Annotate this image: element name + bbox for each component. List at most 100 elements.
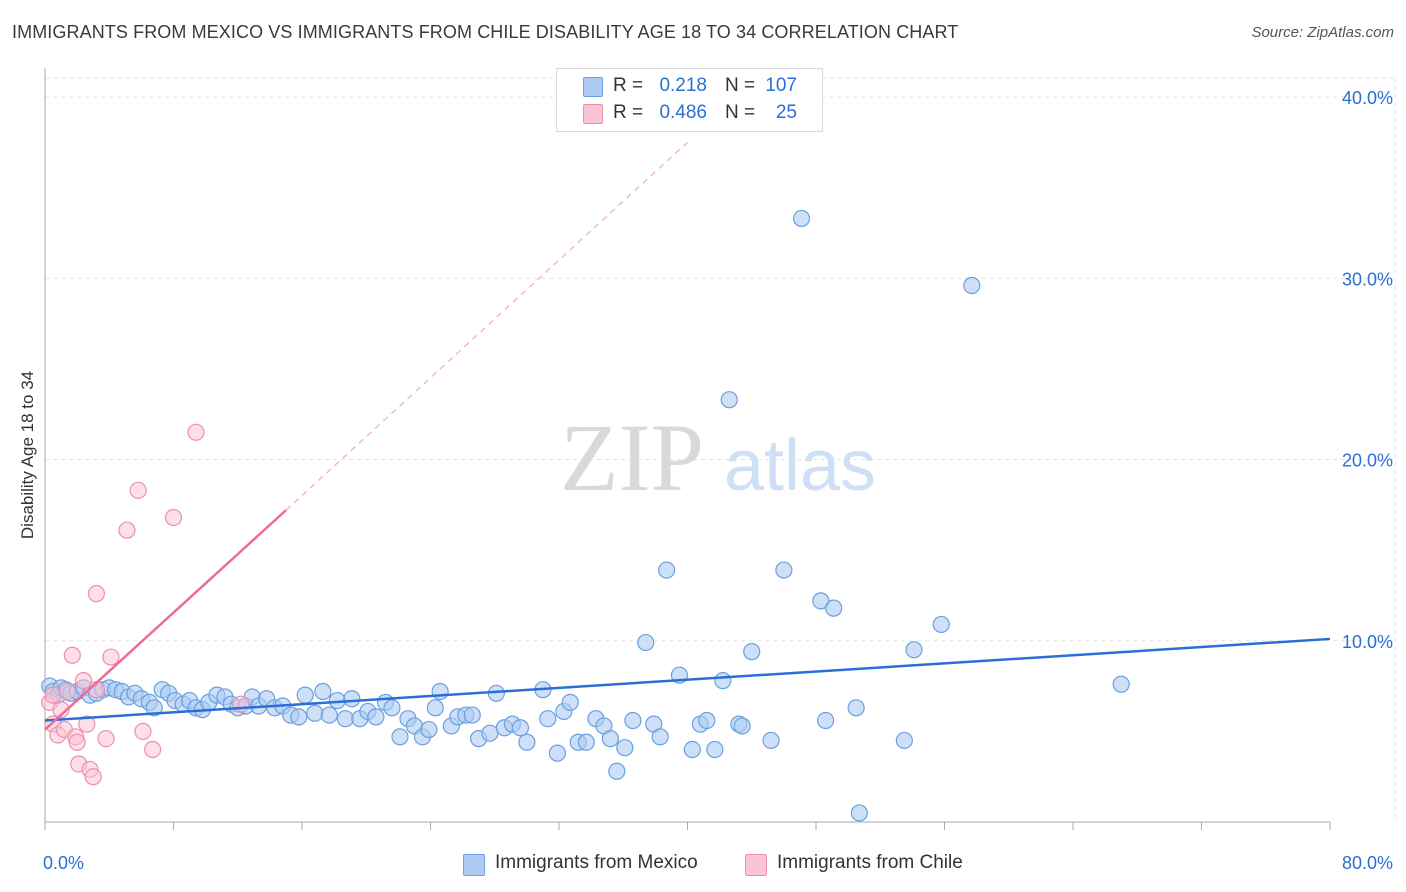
mexico-point bbox=[775, 561, 793, 579]
y-tick-label: 10.0% bbox=[1342, 632, 1393, 652]
mexico-point bbox=[548, 744, 566, 762]
mexico-point bbox=[539, 710, 557, 728]
mexico-point bbox=[651, 728, 669, 746]
source-label: Source: ZipAtlas.com bbox=[1251, 24, 1394, 41]
mexico-point bbox=[733, 717, 751, 735]
x-tick-label-min: 0.0% bbox=[43, 853, 84, 873]
mexico-point bbox=[481, 724, 499, 742]
mexico-point bbox=[637, 633, 655, 652]
legend-r-value: 0.486 bbox=[659, 102, 707, 123]
mexico-point bbox=[463, 706, 481, 724]
mexico-point bbox=[658, 561, 676, 579]
chile-point bbox=[232, 695, 250, 713]
mexico-point bbox=[608, 762, 626, 780]
mexico-point bbox=[624, 711, 642, 730]
legend-row-mexico: R = 0.218 N = 107 bbox=[557, 73, 822, 99]
mexico-point bbox=[905, 641, 923, 659]
chile-point bbox=[78, 715, 96, 733]
legend-n-label: N = bbox=[725, 102, 756, 123]
mexico-point bbox=[561, 693, 579, 711]
tick-labels: 10.0% 20.0% 30.0% 40.0% 0.0% 80.0% bbox=[43, 88, 1393, 873]
chile-point bbox=[44, 686, 62, 704]
mexico-point bbox=[511, 719, 530, 737]
x-tick-label-max: 80.0% bbox=[1342, 853, 1393, 873]
chile-point bbox=[187, 423, 205, 441]
mexico-point bbox=[817, 711, 835, 730]
mexico-swatch bbox=[583, 77, 603, 97]
mexico-point bbox=[601, 730, 620, 748]
mexico-point bbox=[743, 643, 761, 661]
mexico-point bbox=[616, 739, 634, 757]
mexico-point bbox=[343, 690, 361, 708]
mexico-point bbox=[825, 599, 843, 617]
mexico-legend-swatch bbox=[463, 854, 485, 876]
mexico-point bbox=[706, 740, 724, 759]
series-mexico bbox=[41, 209, 1130, 822]
mexico-point bbox=[518, 733, 536, 751]
chile-point bbox=[63, 646, 81, 664]
legend-r-label: R = bbox=[613, 75, 644, 96]
mexico-point bbox=[391, 728, 409, 746]
legend-n-value: 107 bbox=[765, 75, 797, 96]
watermark-atlas: atlas bbox=[724, 426, 876, 506]
legend-row-chile: R = 0.486 N = 25 bbox=[557, 100, 822, 126]
chile-point bbox=[134, 722, 152, 740]
mexico-point bbox=[367, 708, 385, 726]
mexico-point bbox=[314, 682, 332, 701]
chile-point bbox=[74, 672, 93, 690]
mexico-point bbox=[290, 708, 308, 726]
mexico-point bbox=[932, 615, 950, 634]
y-tick-label: 30.0% bbox=[1342, 269, 1393, 289]
mexico-point bbox=[698, 711, 716, 730]
mexico-point bbox=[145, 699, 163, 717]
chile-point bbox=[118, 521, 136, 539]
chile-point bbox=[52, 701, 70, 719]
watermark-zip: ZIP bbox=[560, 404, 704, 511]
mexico-point bbox=[792, 209, 811, 228]
chart-title: IMMIGRANTS FROM MEXICO VS IMMIGRANTS FRO… bbox=[12, 22, 959, 42]
mexico-point bbox=[320, 706, 338, 724]
mexico-point bbox=[812, 592, 830, 610]
chile-point bbox=[84, 768, 102, 786]
mexico-point bbox=[850, 804, 868, 822]
chile-point bbox=[68, 733, 86, 751]
chile-point bbox=[164, 508, 183, 527]
chile-point bbox=[87, 585, 106, 603]
chile-point bbox=[58, 682, 77, 701]
mexico-point bbox=[847, 699, 865, 717]
correlation-legend: R = 0.218 N = 107 R = 0.486 N = 25 bbox=[556, 68, 823, 132]
chile-legend-swatch bbox=[745, 854, 767, 876]
watermark: ZIP atlas bbox=[560, 404, 876, 511]
chile-legend-label: Immigrants from Chile bbox=[777, 852, 963, 873]
chile-trend-extension bbox=[285, 141, 688, 511]
mexico-point bbox=[895, 731, 913, 750]
chile-trend-line bbox=[44, 509, 287, 731]
legend-r-value: 0.218 bbox=[659, 75, 707, 96]
mexico-point bbox=[720, 391, 738, 409]
mexico-point bbox=[762, 731, 780, 750]
series-chile bbox=[41, 423, 250, 786]
trend-lines bbox=[44, 141, 1331, 731]
mexico-point bbox=[431, 682, 449, 701]
mexico-legend-label: Immigrants from Mexico bbox=[495, 852, 698, 873]
mexico-point bbox=[577, 733, 595, 751]
chile-point bbox=[97, 730, 115, 748]
mexico-point bbox=[336, 710, 354, 728]
legend-n-value: 25 bbox=[775, 102, 797, 123]
chile-point bbox=[102, 648, 120, 666]
chile-point bbox=[129, 481, 147, 499]
mexico-point bbox=[714, 672, 732, 690]
mexico-trend-line bbox=[44, 637, 1331, 722]
mexico-point bbox=[420, 720, 438, 739]
legend-r-label: R = bbox=[613, 102, 644, 123]
mexico-point bbox=[383, 699, 401, 717]
y-tick-label: 20.0% bbox=[1342, 451, 1393, 471]
mexico-point bbox=[296, 686, 314, 704]
mexico-point bbox=[1112, 675, 1130, 693]
legend-n-label: N = bbox=[725, 75, 756, 96]
chile-point bbox=[144, 740, 162, 759]
mexico-point bbox=[683, 740, 701, 759]
y-tick-label: 40.0% bbox=[1342, 88, 1393, 108]
chile-swatch bbox=[583, 104, 603, 124]
